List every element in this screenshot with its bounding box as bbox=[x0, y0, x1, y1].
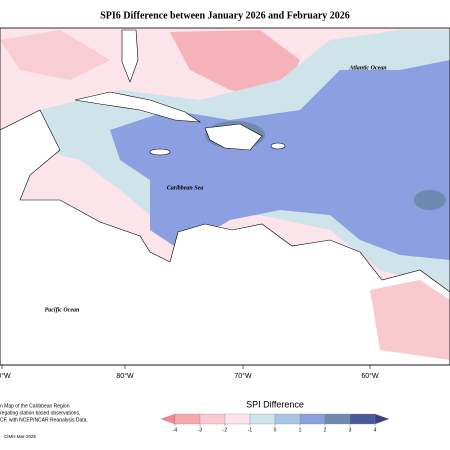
legend-tick-label: -4 bbox=[173, 427, 178, 433]
longitude-label: 80°W bbox=[116, 372, 134, 380]
legend-swatch bbox=[324, 413, 351, 425]
land-mainland bbox=[0, 109, 450, 366]
shade-pink bbox=[370, 280, 450, 360]
legend-tick-label: 2 bbox=[324, 427, 327, 433]
ocean-label: Pacific Ocean bbox=[45, 307, 80, 313]
shade-slate bbox=[414, 190, 446, 210]
legend-arrow bbox=[374, 413, 390, 425]
land-hispaniola bbox=[204, 123, 263, 151]
map-title: SPI6 Difference between January 2026 and… bbox=[100, 10, 350, 21]
legend-tick-label: -1 bbox=[248, 427, 253, 433]
legend-swatch bbox=[274, 413, 301, 425]
legend-swatch bbox=[224, 413, 251, 425]
land-cuba bbox=[74, 91, 202, 123]
note-line: CF, with NCEP/NCAR Reanalysis Data. bbox=[0, 417, 88, 423]
longitude-label: 90°W bbox=[0, 372, 11, 380]
legend-tick-label: -3 bbox=[198, 427, 203, 433]
legend-tick-label: 3 bbox=[349, 427, 352, 433]
credit: CIMH Mar-2026 bbox=[4, 434, 37, 439]
legend-swatch bbox=[299, 413, 326, 425]
legend-swatch bbox=[199, 413, 226, 425]
shade-pink bbox=[170, 30, 300, 100]
longitude-axis: 90°W 80°W 70°W 60°W bbox=[0, 365, 379, 380]
legend: -4 -3 -2 -1 0 1 2 3 4 bbox=[160, 413, 390, 433]
legend-tick-label: -2 bbox=[223, 427, 228, 433]
legend-tick-label: 1 bbox=[299, 427, 302, 433]
legend-arrow bbox=[160, 413, 176, 425]
legend-swatch bbox=[349, 413, 376, 425]
land-jamaica bbox=[149, 148, 171, 156]
shade-pink bbox=[0, 30, 110, 80]
note-line: regating station based observations, bbox=[0, 410, 80, 416]
legend-title: SPI Difference bbox=[246, 399, 304, 409]
land-florida bbox=[121, 29, 139, 83]
map-frame bbox=[0, 27, 450, 366]
legend-tick-label: 0 bbox=[274, 427, 277, 433]
legend-swatch bbox=[249, 413, 276, 425]
land-puerto-rico bbox=[270, 142, 286, 150]
longitude-label: 70°W bbox=[234, 372, 252, 380]
legend-swatch bbox=[174, 413, 201, 425]
ocean-label: Caribbean Sea bbox=[167, 185, 204, 191]
map bbox=[0, 27, 450, 366]
longitude-label: 60°W bbox=[361, 372, 379, 380]
legend-tick-label: 4 bbox=[374, 427, 377, 433]
note-line: n Map of the Caribbean Region bbox=[0, 403, 70, 409]
shade-blue bbox=[110, 60, 450, 260]
ocean-label: Atlantic Ocean bbox=[348, 65, 387, 71]
